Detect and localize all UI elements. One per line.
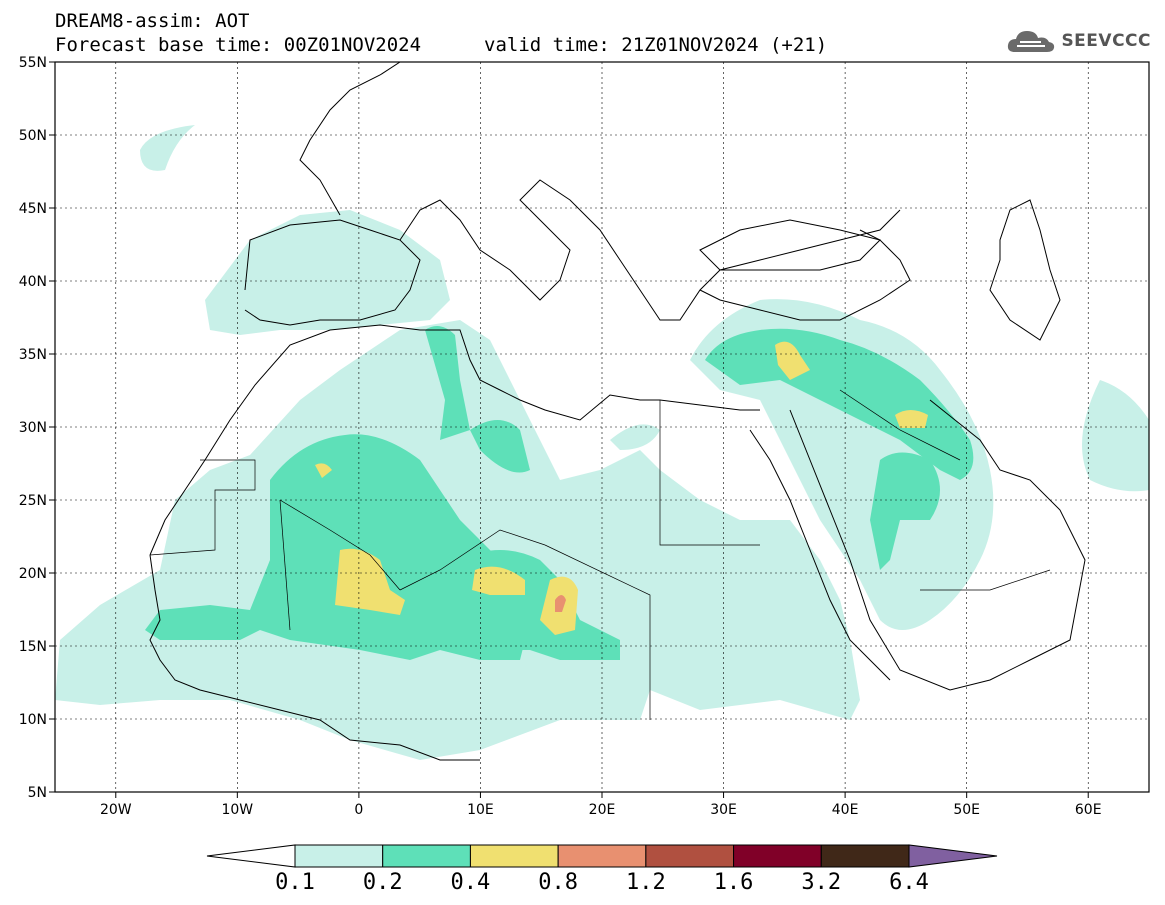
- seevccc-logo: SEEVCCC: [1005, 26, 1151, 56]
- lat-label: 20N: [19, 566, 47, 582]
- colorbar-swatch: [382, 844, 471, 868]
- lat-label: 10N: [19, 712, 47, 728]
- aot-area-iberia: [205, 210, 450, 335]
- lat-label: 35N: [19, 347, 47, 363]
- aot-area-tunisia: [425, 326, 530, 473]
- colorbar-swatch: [294, 844, 384, 868]
- colorbar-label: 0.2: [363, 870, 403, 895]
- lon-label: 10E: [467, 802, 494, 818]
- lat-label: 45N: [19, 201, 47, 217]
- lon-label: 0: [354, 802, 363, 818]
- aot-area-sahara-west: [145, 434, 530, 660]
- lon-label: 50E: [953, 802, 980, 818]
- lat-label: 55N: [19, 55, 47, 71]
- coastline-red-sea: [749, 429, 891, 681]
- colorbar-label: 0.8: [538, 870, 578, 895]
- border-mali-west: [279, 499, 291, 631]
- aot-area-syria: [775, 341, 810, 380]
- aot-area-niger: [472, 566, 525, 595]
- cloud-icon: [1008, 31, 1055, 52]
- colorbar-swatch: [733, 844, 822, 868]
- coastline-north-africa: [149, 324, 760, 556]
- coastline-europe: [299, 62, 901, 321]
- gridlines: [55, 62, 1149, 792]
- coastline-iberia: [244, 219, 421, 326]
- valid-time: valid time: 21Z01NOV2024 (+21): [484, 34, 828, 56]
- lon-label: 20E: [589, 802, 616, 818]
- coastline-caspian: [989, 199, 1061, 341]
- colorbar-swatch: [557, 844, 647, 868]
- coastline-black-sea: [699, 219, 881, 271]
- colorbar-label: 3.2: [801, 870, 841, 895]
- aot-area-mali: [335, 548, 405, 615]
- map-title: DREAM8-assim: AOT: [55, 10, 250, 32]
- colorbar-low-arrow: [206, 844, 296, 868]
- lon-label: 40E: [832, 802, 859, 818]
- colorbar-high-arrow: [908, 844, 998, 868]
- colorbar-label: 6.4: [889, 870, 929, 895]
- logo-text: SEEVCCC: [1061, 31, 1151, 51]
- coastline-turkey: [699, 229, 911, 321]
- axes: 55N 50N 45N 40N 35N 30N 25N 20N 15N 10N 5N 20W 10W 0 1…: [19, 55, 1102, 818]
- aot-area-chad-peak: [555, 595, 566, 612]
- aot-shading: [55, 125, 1149, 760]
- lon-label: 30E: [710, 802, 737, 818]
- lon-label: 20W: [100, 802, 132, 818]
- aot-area-arabia: [870, 452, 940, 570]
- forecast-base-time: Forecast base time: 00Z01NOV2024: [55, 34, 422, 56]
- lon-label: 60E: [1075, 802, 1102, 818]
- lat-label: 5N: [28, 785, 47, 801]
- border-niger: [399, 529, 546, 591]
- aot-area-iraq-core: [895, 410, 928, 428]
- coastline-arabia: [789, 399, 1086, 691]
- colorbar-label: 1.2: [626, 870, 666, 895]
- aot-area-egypt: [610, 424, 660, 450]
- country-borders: [149, 389, 1051, 720]
- aot-area-iraq: [705, 328, 974, 480]
- aot-area-arabian-gulf: [1082, 380, 1149, 492]
- border-sahara-west: [149, 459, 256, 556]
- lat-label: 30N: [19, 420, 47, 436]
- border-algeria-mali: [279, 499, 401, 591]
- colorbar-label: 0.4: [451, 870, 491, 895]
- colorbar-swatch: [820, 844, 910, 868]
- border-libya-egypt: [659, 400, 760, 546]
- border-arabia: [839, 389, 1051, 591]
- colorbar-label: 0.1: [275, 870, 315, 895]
- lon-label: 10W: [221, 802, 253, 818]
- coastline-west-africa: [149, 554, 480, 761]
- colorbar: 0.1 0.2 0.4 0.8 1.2 1.6 3.2 6.4: [206, 844, 998, 895]
- aot-area-north-atlantic: [140, 125, 195, 171]
- lat-label: 25N: [19, 493, 47, 509]
- colorbar-label: 1.6: [714, 870, 754, 895]
- lat-label: 50N: [19, 128, 47, 144]
- lat-label: 40N: [19, 274, 47, 290]
- coastlines: [149, 62, 1086, 761]
- border-chad: [544, 544, 651, 720]
- lat-label: 15N: [19, 639, 47, 655]
- aot-area-algeria: [315, 463, 332, 478]
- colorbar-swatch: [645, 844, 735, 868]
- colorbar-swatch: [469, 844, 559, 868]
